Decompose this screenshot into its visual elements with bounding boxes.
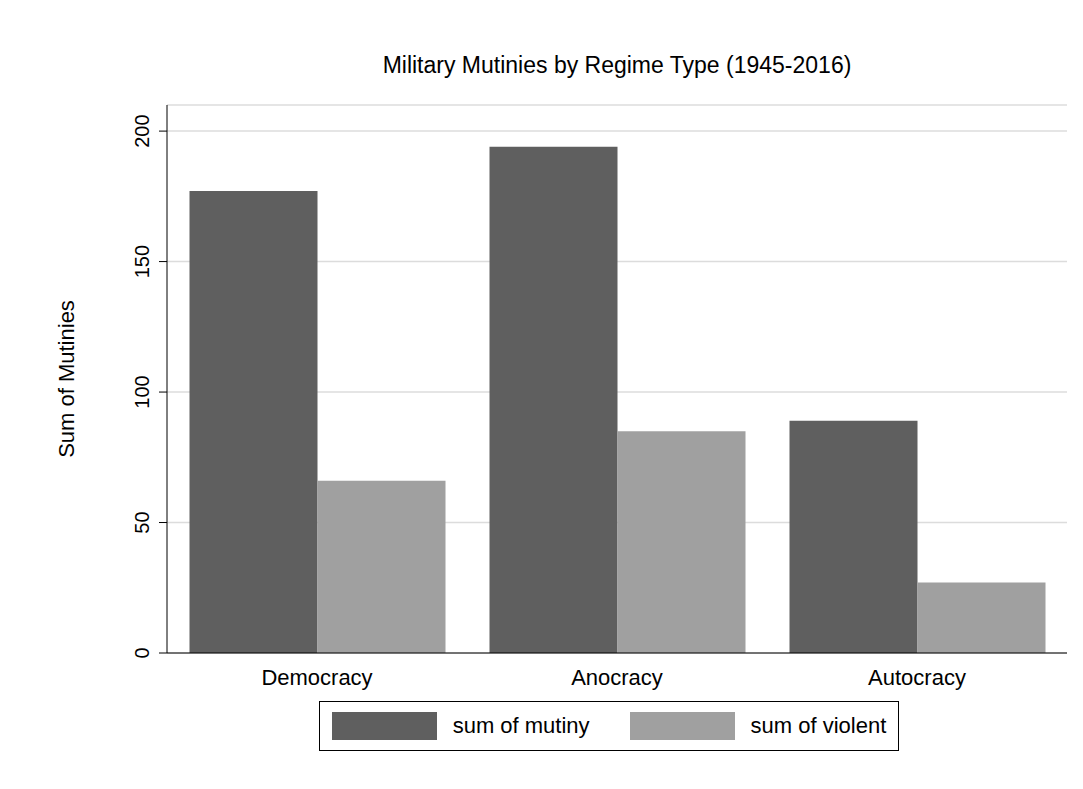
html-text:sum of mutiny: sum of mutiny	[452, 713, 590, 738]
svg-text:Autocracy: Autocracy	[868, 665, 966, 690]
svg-text:50: 50	[131, 511, 153, 533]
svg-text:Sum of Mutinies: Sum of Mutinies	[54, 300, 79, 458]
svg-text:0: 0	[131, 647, 153, 658]
svg-text:Anocracy: Anocracy	[571, 665, 663, 690]
html-text:sum of violent: sum of violent	[750, 713, 887, 738]
svg-text:Democracy: Democracy	[261, 665, 372, 690]
svg-text:150: 150	[131, 245, 153, 278]
svg-text:100: 100	[131, 375, 153, 408]
html-text:Military Mutinies by Regime Ty: Military Mutinies by Regime Type (1945-2…	[382, 52, 852, 78]
svg-text:200: 200	[131, 114, 153, 147]
